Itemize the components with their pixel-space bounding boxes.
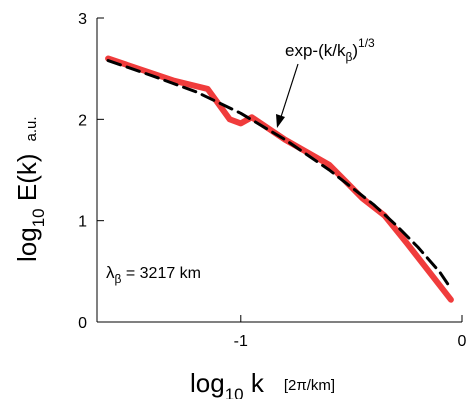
ylabel-base: log	[12, 227, 42, 262]
x-tick-label-1: 0	[458, 333, 467, 350]
y-tick-label-1: 1	[78, 214, 87, 231]
xlabel-base: log	[190, 368, 225, 398]
axes	[96, 18, 462, 323]
ylabel-var: E(k)	[12, 153, 42, 208]
ticks: 0 1 2 3 -1 0	[78, 11, 466, 350]
spectrum-line-0	[105, 55, 454, 303]
svg-text:log10 E(k)a.u.: log10 E(k) a.u.	[12, 116, 48, 262]
xlabel-unit: [2π/km]	[284, 377, 335, 394]
xlabel-sub: 10	[225, 385, 244, 399]
lambda-annotation: λβ = 3217 km	[106, 263, 201, 286]
fit-arrow-line	[279, 63, 299, 121]
series-layer	[105, 55, 454, 303]
ylabel-unit: a.u.	[23, 116, 40, 141]
y-tick-label-2: 2	[78, 112, 87, 129]
ylabel-sub: 10	[29, 208, 48, 227]
xlabel-var: k	[244, 368, 265, 398]
fit-arrowhead	[276, 114, 285, 128]
x-axis-label: log10 k [2π/km]	[190, 368, 335, 399]
fit-dashed-line-1	[106, 59, 453, 291]
y-tick-label-0: 0	[78, 315, 87, 332]
fit-annotation: exp-(k/kβ)1/3	[276, 36, 375, 128]
x-tick-label-0: -1	[234, 333, 248, 350]
fit-label: exp-(k/kβ)1/3	[285, 36, 375, 64]
y-tick-label-3: 3	[78, 11, 87, 28]
y-axis-label: log10 E(k) a.u.	[12, 116, 48, 262]
